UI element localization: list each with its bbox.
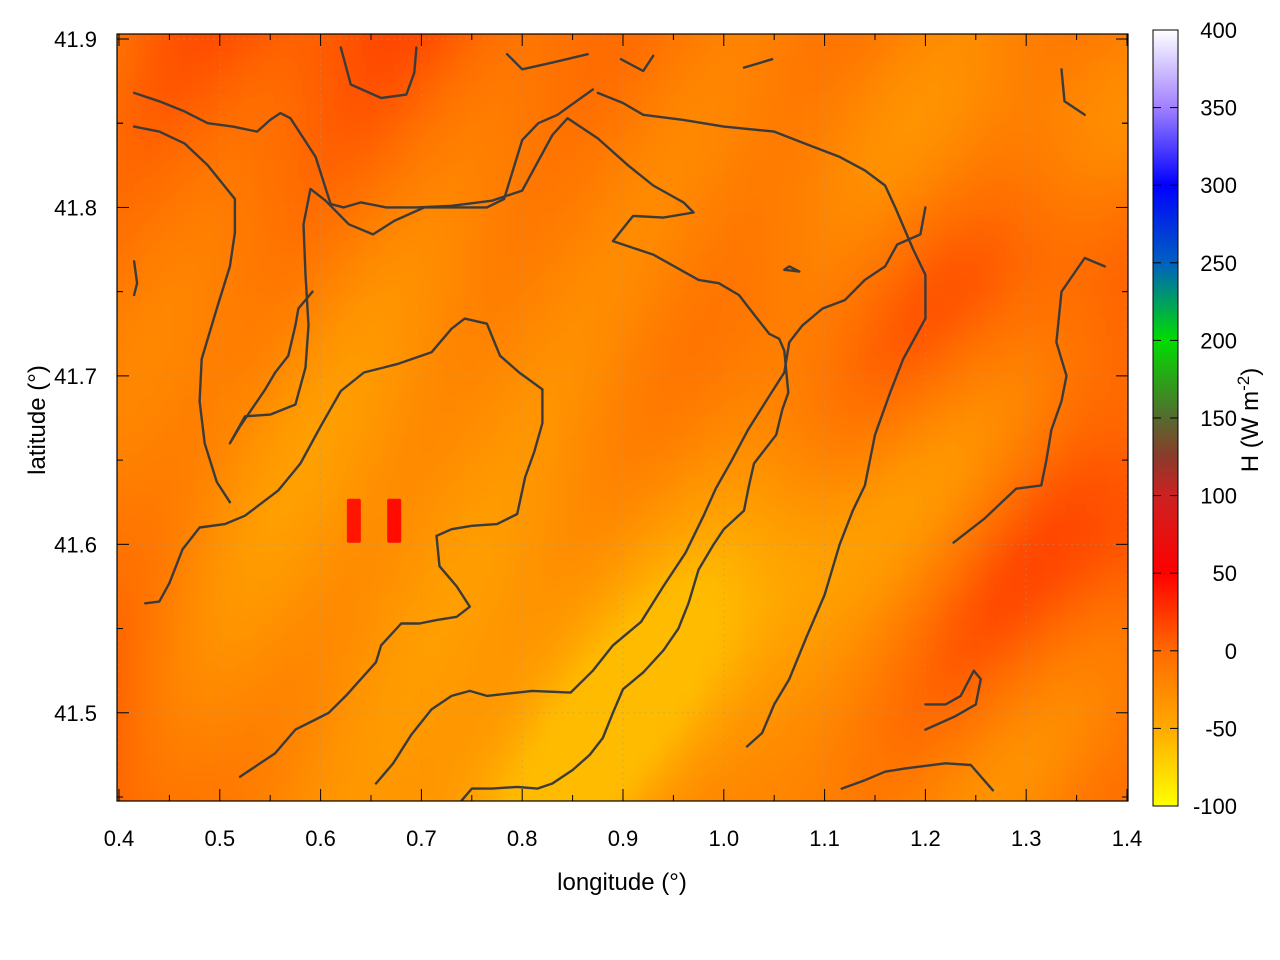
contour-line bbox=[132, 260, 139, 297]
x-tick-label: 1.1 bbox=[809, 826, 840, 851]
x-tick-label: 1.2 bbox=[910, 826, 941, 851]
contour-line bbox=[132, 91, 790, 801]
x-tick-label: 1.3 bbox=[1011, 826, 1042, 851]
y-axis-ticks: 41.5 41.6 41.7 41.8 41.9 bbox=[54, 27, 1128, 798]
x-tick-label: 1.4 bbox=[1112, 826, 1143, 851]
grid-lines bbox=[117, 34, 1128, 801]
y-tick-label: 41.7 bbox=[54, 364, 97, 389]
colorbar-tick-label: 400 bbox=[1200, 18, 1237, 43]
contour-line bbox=[132, 125, 237, 504]
x-tick-label: 0.4 bbox=[104, 826, 135, 851]
hot-spot bbox=[346, 498, 361, 543]
colorbar-label: H (W m-2) bbox=[1234, 368, 1264, 472]
contour-lines bbox=[132, 46, 1106, 801]
x-axis-ticks: 0.4 0.5 0.6 0.7 0.8 0.9 1.0 1.1 1.2 1.3 1.4 bbox=[104, 34, 1143, 851]
y-tick-label: 41.6 bbox=[54, 532, 97, 557]
contour-line bbox=[952, 256, 1106, 544]
colorbar-tick-label: -100 bbox=[1193, 794, 1237, 819]
contour-line bbox=[339, 46, 418, 100]
colorbar-tick-label: 200 bbox=[1200, 328, 1237, 353]
colorbar-tick-label: 0 bbox=[1225, 639, 1237, 664]
colorbar-tick-label: 300 bbox=[1200, 173, 1237, 198]
contour-line bbox=[374, 206, 927, 785]
contour-line bbox=[924, 669, 982, 731]
x-tick-label: 0.5 bbox=[205, 826, 236, 851]
y-tick-label: 41.8 bbox=[54, 195, 97, 220]
x-tick-label: 0.9 bbox=[608, 826, 639, 851]
contour-line bbox=[783, 265, 801, 273]
contour-line bbox=[229, 88, 594, 443]
x-tick-label: 0.6 bbox=[305, 826, 336, 851]
colorbar-tick-label: 150 bbox=[1200, 406, 1237, 431]
x-tick-label: 0.7 bbox=[406, 826, 437, 851]
contour-line bbox=[840, 762, 995, 792]
contour-line bbox=[742, 58, 774, 69]
colorbar-tick-label: -50 bbox=[1205, 716, 1237, 741]
x-tick-label: 0.8 bbox=[507, 826, 538, 851]
contour-line bbox=[144, 317, 544, 778]
y-tick-label: 41.5 bbox=[54, 701, 97, 726]
x-tick-label: 1.0 bbox=[709, 826, 740, 851]
colorbar-ticks: -100 -50 0 50 100 150 200 250 300 350 400 bbox=[1153, 18, 1237, 819]
y-tick-label: 41.9 bbox=[54, 27, 97, 52]
contour-line bbox=[505, 53, 589, 71]
contour-line bbox=[1060, 68, 1086, 116]
contour-line bbox=[228, 290, 314, 445]
colorbar-tick-label: 100 bbox=[1200, 484, 1237, 509]
colorbar-tick-label: 50 bbox=[1213, 561, 1237, 586]
contour-line bbox=[596, 91, 927, 748]
colorbar-tick-label: 350 bbox=[1200, 96, 1237, 121]
x-axis-label: longitude (°) bbox=[557, 869, 687, 896]
y-axis-label: latitude (°) bbox=[24, 365, 51, 475]
colorbar-tick-label: 250 bbox=[1200, 251, 1237, 276]
contour-line bbox=[619, 54, 655, 73]
hot-spot bbox=[387, 498, 402, 543]
